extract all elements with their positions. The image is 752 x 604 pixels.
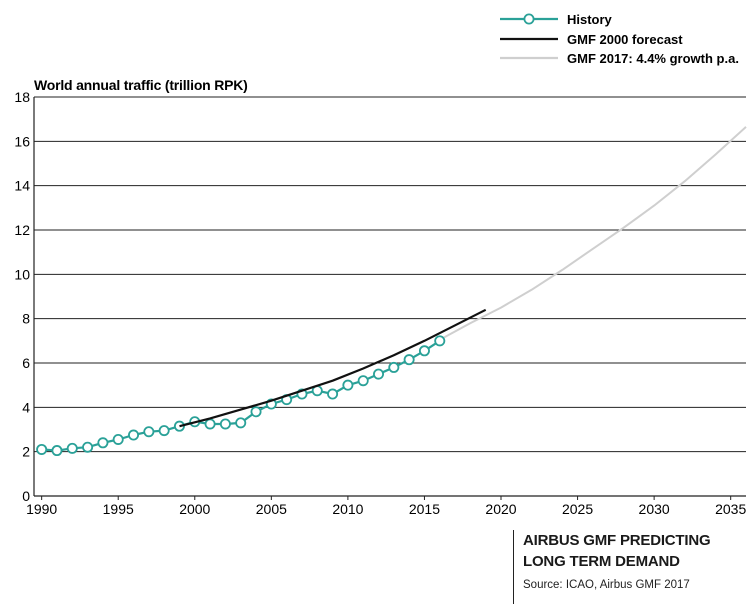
history-point [66, 442, 78, 454]
x-tick-label: 1990 [26, 501, 57, 517]
history-point [418, 345, 430, 357]
history-point [51, 445, 63, 457]
legend-label-2: GMF 2017: 4.4% growth p.a. [567, 51, 739, 66]
y-tick-labels: 0 2 4 6 8 10 12 14 16 18 [14, 89, 30, 504]
history-point [204, 418, 216, 430]
caption-block: AIRBUS GMF PREDICTING LONG TERM DEMAND S… [513, 530, 711, 604]
history-point [112, 433, 124, 445]
axes [33, 97, 746, 500]
y-tick-label: 0 [22, 488, 30, 504]
y-tick-label: 18 [14, 89, 30, 105]
series-line-0 [41, 339, 441, 452]
legend-marker [523, 13, 535, 25]
y-tick-label: 4 [22, 399, 30, 415]
x-tick-labels: 1990 1995 2000 2005 2010 2015 2020 2025 2030 2035 [26, 501, 746, 517]
history-point [128, 429, 140, 441]
y-tick-label: 16 [14, 133, 30, 149]
y-tick-label: 2 [22, 444, 30, 460]
series-line-2 [439, 126, 747, 341]
caption-source: Source: ICAO, Airbus GMF 2017 [523, 579, 690, 591]
x-tick-label: 1995 [103, 501, 134, 517]
history-point [434, 335, 446, 347]
legend-label-1: GMF 2000 forecast [567, 32, 683, 47]
y-tick-label: 14 [14, 178, 30, 194]
x-tick-label: 2035 [715, 501, 746, 517]
history-point [143, 426, 155, 438]
x-tick-label: 2030 [639, 501, 670, 517]
history-point [173, 420, 185, 432]
grid-lines [34, 96, 746, 453]
history-point [327, 388, 339, 400]
history-point [357, 375, 369, 387]
history-point [403, 354, 415, 366]
series-line-1 [179, 308, 487, 428]
x-tick-label: 2025 [562, 501, 593, 517]
y-tick-label: 10 [14, 266, 30, 282]
history-point [82, 441, 94, 453]
history-point [219, 418, 231, 430]
history-point [36, 443, 48, 455]
x-tick-label: 2020 [485, 501, 516, 517]
legend-label-0: History [567, 12, 613, 27]
x-tick-label: 2005 [256, 501, 287, 517]
y-tick-label: 8 [22, 311, 30, 327]
series-layer [36, 126, 747, 457]
x-tick-label: 2015 [409, 501, 440, 517]
history-point [388, 361, 400, 373]
history-point [373, 368, 385, 380]
history-point [97, 437, 109, 449]
history-point [342, 379, 354, 391]
caption-title-line1: AIRBUS GMF PREDICTING [523, 532, 711, 549]
y-tick-label: 12 [14, 222, 30, 238]
history-point [158, 425, 170, 437]
y-axis-label: World annual traffic (trillion RPK) [34, 77, 248, 93]
history-point [235, 417, 247, 429]
x-tick-label: 2000 [179, 501, 210, 517]
caption-title-line2: LONG TERM DEMAND [523, 553, 680, 570]
history-point [250, 406, 262, 418]
x-tick-label: 2010 [332, 501, 363, 517]
y-tick-label: 6 [22, 355, 30, 371]
legend: History GMF 2000 forecast GMF 2017: 4.4% g… [500, 12, 739, 66]
